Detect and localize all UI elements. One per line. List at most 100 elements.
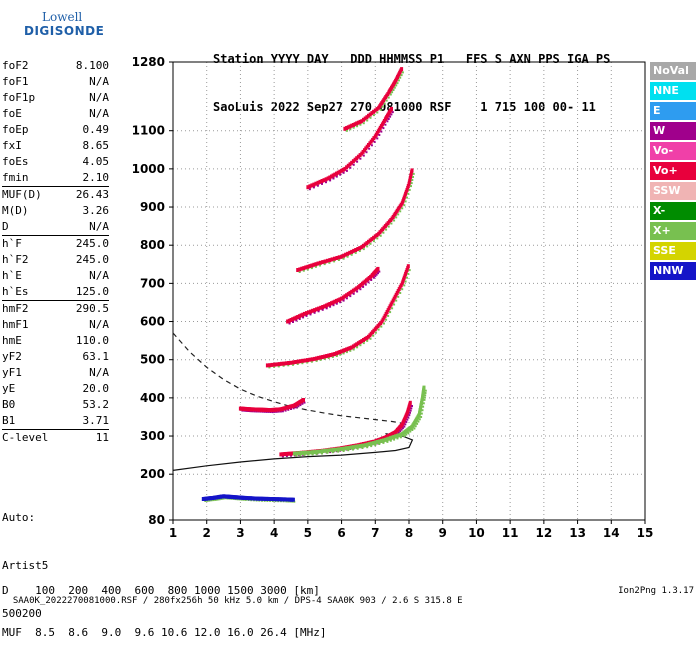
param-separator <box>2 300 109 301</box>
echo-point <box>314 181 318 186</box>
echo-point <box>321 308 324 311</box>
echo-point <box>409 409 412 412</box>
param-name: fxI <box>2 139 22 152</box>
echo-point <box>350 345 354 350</box>
echo-point <box>335 351 338 356</box>
echo-point <box>356 341 360 346</box>
echo-point <box>329 179 332 182</box>
param-row-clevel: C-level 11 <box>2 430 109 446</box>
echo-point <box>288 322 291 325</box>
echo-point <box>333 172 337 177</box>
echo-point <box>291 317 295 322</box>
x-tick-label: 5 <box>304 526 312 540</box>
echo-point <box>328 175 332 180</box>
echo-point <box>407 192 410 195</box>
echo-point <box>391 91 394 94</box>
echo-point <box>296 315 300 319</box>
echo-point <box>359 288 362 291</box>
echo-point <box>406 196 408 199</box>
param-row-fmin: fmin 2.10 <box>2 170 109 186</box>
echo-point <box>395 299 398 302</box>
echo-point <box>387 436 391 441</box>
echo-point <box>367 239 370 244</box>
echo-point <box>315 359 318 362</box>
echo-point <box>412 176 414 178</box>
echo-point <box>265 363 269 368</box>
echo-point <box>220 497 223 500</box>
echo-point <box>298 451 302 456</box>
param-value: 0.49 <box>82 123 110 136</box>
param-value: N/A <box>89 318 109 331</box>
echo-point <box>306 264 310 269</box>
echo-point <box>321 355 325 359</box>
echo-point <box>390 222 393 225</box>
legend-item-w: W <box>650 122 696 140</box>
echo-point <box>392 89 395 91</box>
echo-point <box>422 405 425 408</box>
echo-point <box>289 360 293 365</box>
echo-point <box>354 248 358 252</box>
x-tick-label: 1 <box>169 526 177 540</box>
logo-line1: Lowell <box>42 10 83 24</box>
echo-point <box>335 171 338 176</box>
echo-point <box>331 173 335 178</box>
echo-point <box>335 302 338 305</box>
echo-point <box>411 179 414 181</box>
echo-point <box>403 435 406 438</box>
param-row-yf1: yF1 N/A <box>2 365 109 381</box>
param-value: 245.0 <box>75 237 109 250</box>
echo-point <box>287 408 290 411</box>
echo-point <box>318 179 322 184</box>
legend-item-x: X- <box>650 202 696 220</box>
trace-4f <box>296 168 415 273</box>
echo-point <box>349 128 352 131</box>
echo-point <box>284 409 287 412</box>
echo-point <box>375 440 379 444</box>
echo-point <box>303 358 307 363</box>
param-row-md: M(D) 3.26 <box>2 203 109 219</box>
param-name: C-level <box>2 431 49 444</box>
echo-point <box>319 264 321 267</box>
echo-point <box>335 175 338 178</box>
param-name: B1 <box>2 414 16 427</box>
echo-point <box>285 455 288 457</box>
echo-point <box>335 256 339 260</box>
echo-point <box>300 266 304 271</box>
param-name: yF1 <box>2 366 22 379</box>
echo-point <box>336 298 340 303</box>
trace-es-echo <box>201 494 296 503</box>
echo-point <box>298 271 301 273</box>
param-row-b0: B0 53.2 <box>2 397 109 413</box>
echo-point <box>407 416 410 419</box>
param-value: N/A <box>89 107 109 120</box>
echo-point <box>282 361 286 366</box>
echo-point <box>408 414 411 417</box>
echo-point <box>311 453 314 456</box>
echo-point <box>395 433 399 438</box>
echo-point <box>345 129 348 132</box>
echo-point <box>353 122 357 127</box>
echo-point <box>370 279 373 281</box>
echo-point <box>378 443 381 445</box>
echo-point <box>301 312 305 317</box>
echo-point <box>370 445 373 448</box>
echo-point <box>399 210 402 213</box>
echo-point <box>352 248 356 253</box>
echo-point <box>345 165 349 170</box>
echo-point <box>328 261 331 264</box>
echo-point <box>372 114 375 117</box>
echo-point <box>347 445 351 450</box>
legend-item-e: E <box>650 102 696 120</box>
echo-point <box>354 444 358 449</box>
trace-es-multiple <box>238 398 306 414</box>
param-separator <box>2 235 109 236</box>
echo-point <box>349 349 352 352</box>
param-value: N/A <box>89 75 109 88</box>
echo-point <box>281 410 284 413</box>
echo-point <box>319 358 322 361</box>
param-name: fmin <box>2 171 29 184</box>
param-row-foep: foEp 0.49 <box>2 122 109 138</box>
echo-point <box>379 438 383 443</box>
echo-point <box>302 398 305 402</box>
echo-point <box>368 112 372 117</box>
